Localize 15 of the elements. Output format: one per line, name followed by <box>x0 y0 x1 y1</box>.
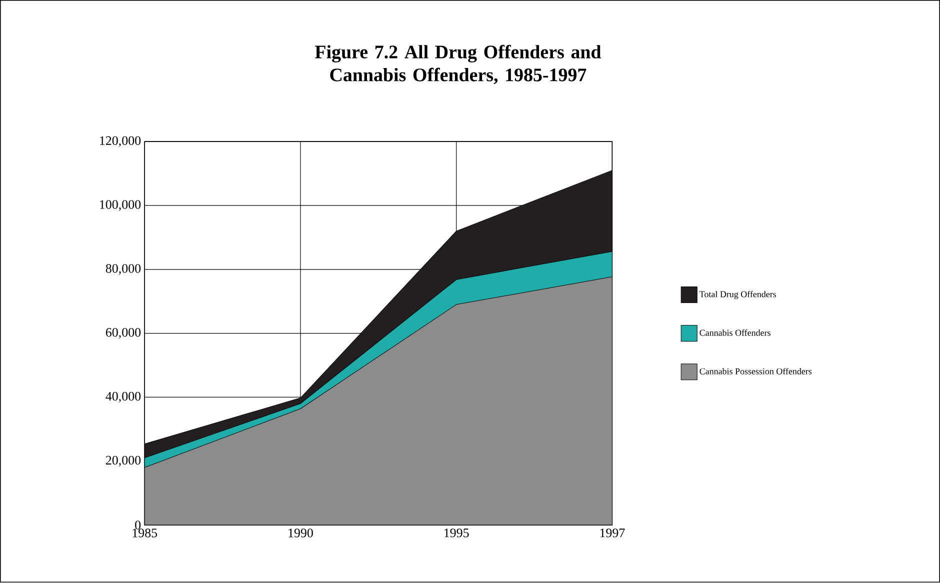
y-tick-label: 20,000 <box>106 456 141 467</box>
y-tick-label: 80,000 <box>106 264 141 275</box>
legend-label: Total Drug Offenders <box>700 291 776 300</box>
chart-title: Figure 7.2 All Drug Offenders and Cannabis Offenders, 1985-1997 <box>315 45 602 84</box>
legend-label: Cannabis Offenders <box>700 330 770 336</box>
y-tick-label: 0 <box>135 520 141 530</box>
x-tick-label: 1990 <box>288 528 313 538</box>
y-tick-label: 60,000 <box>106 328 141 339</box>
y-tick-label: 120,000 <box>100 136 141 148</box>
legend-label: Cannabis Possession Offenders <box>700 368 812 375</box>
x-tick-label: 1985 <box>132 528 158 538</box>
x-tick-label: 1997 <box>600 528 625 538</box>
y-tick-label: 100,000 <box>100 200 141 212</box>
x-tick-label: 1995 <box>444 528 469 538</box>
y-tick-label: 40,000 <box>106 392 141 403</box>
